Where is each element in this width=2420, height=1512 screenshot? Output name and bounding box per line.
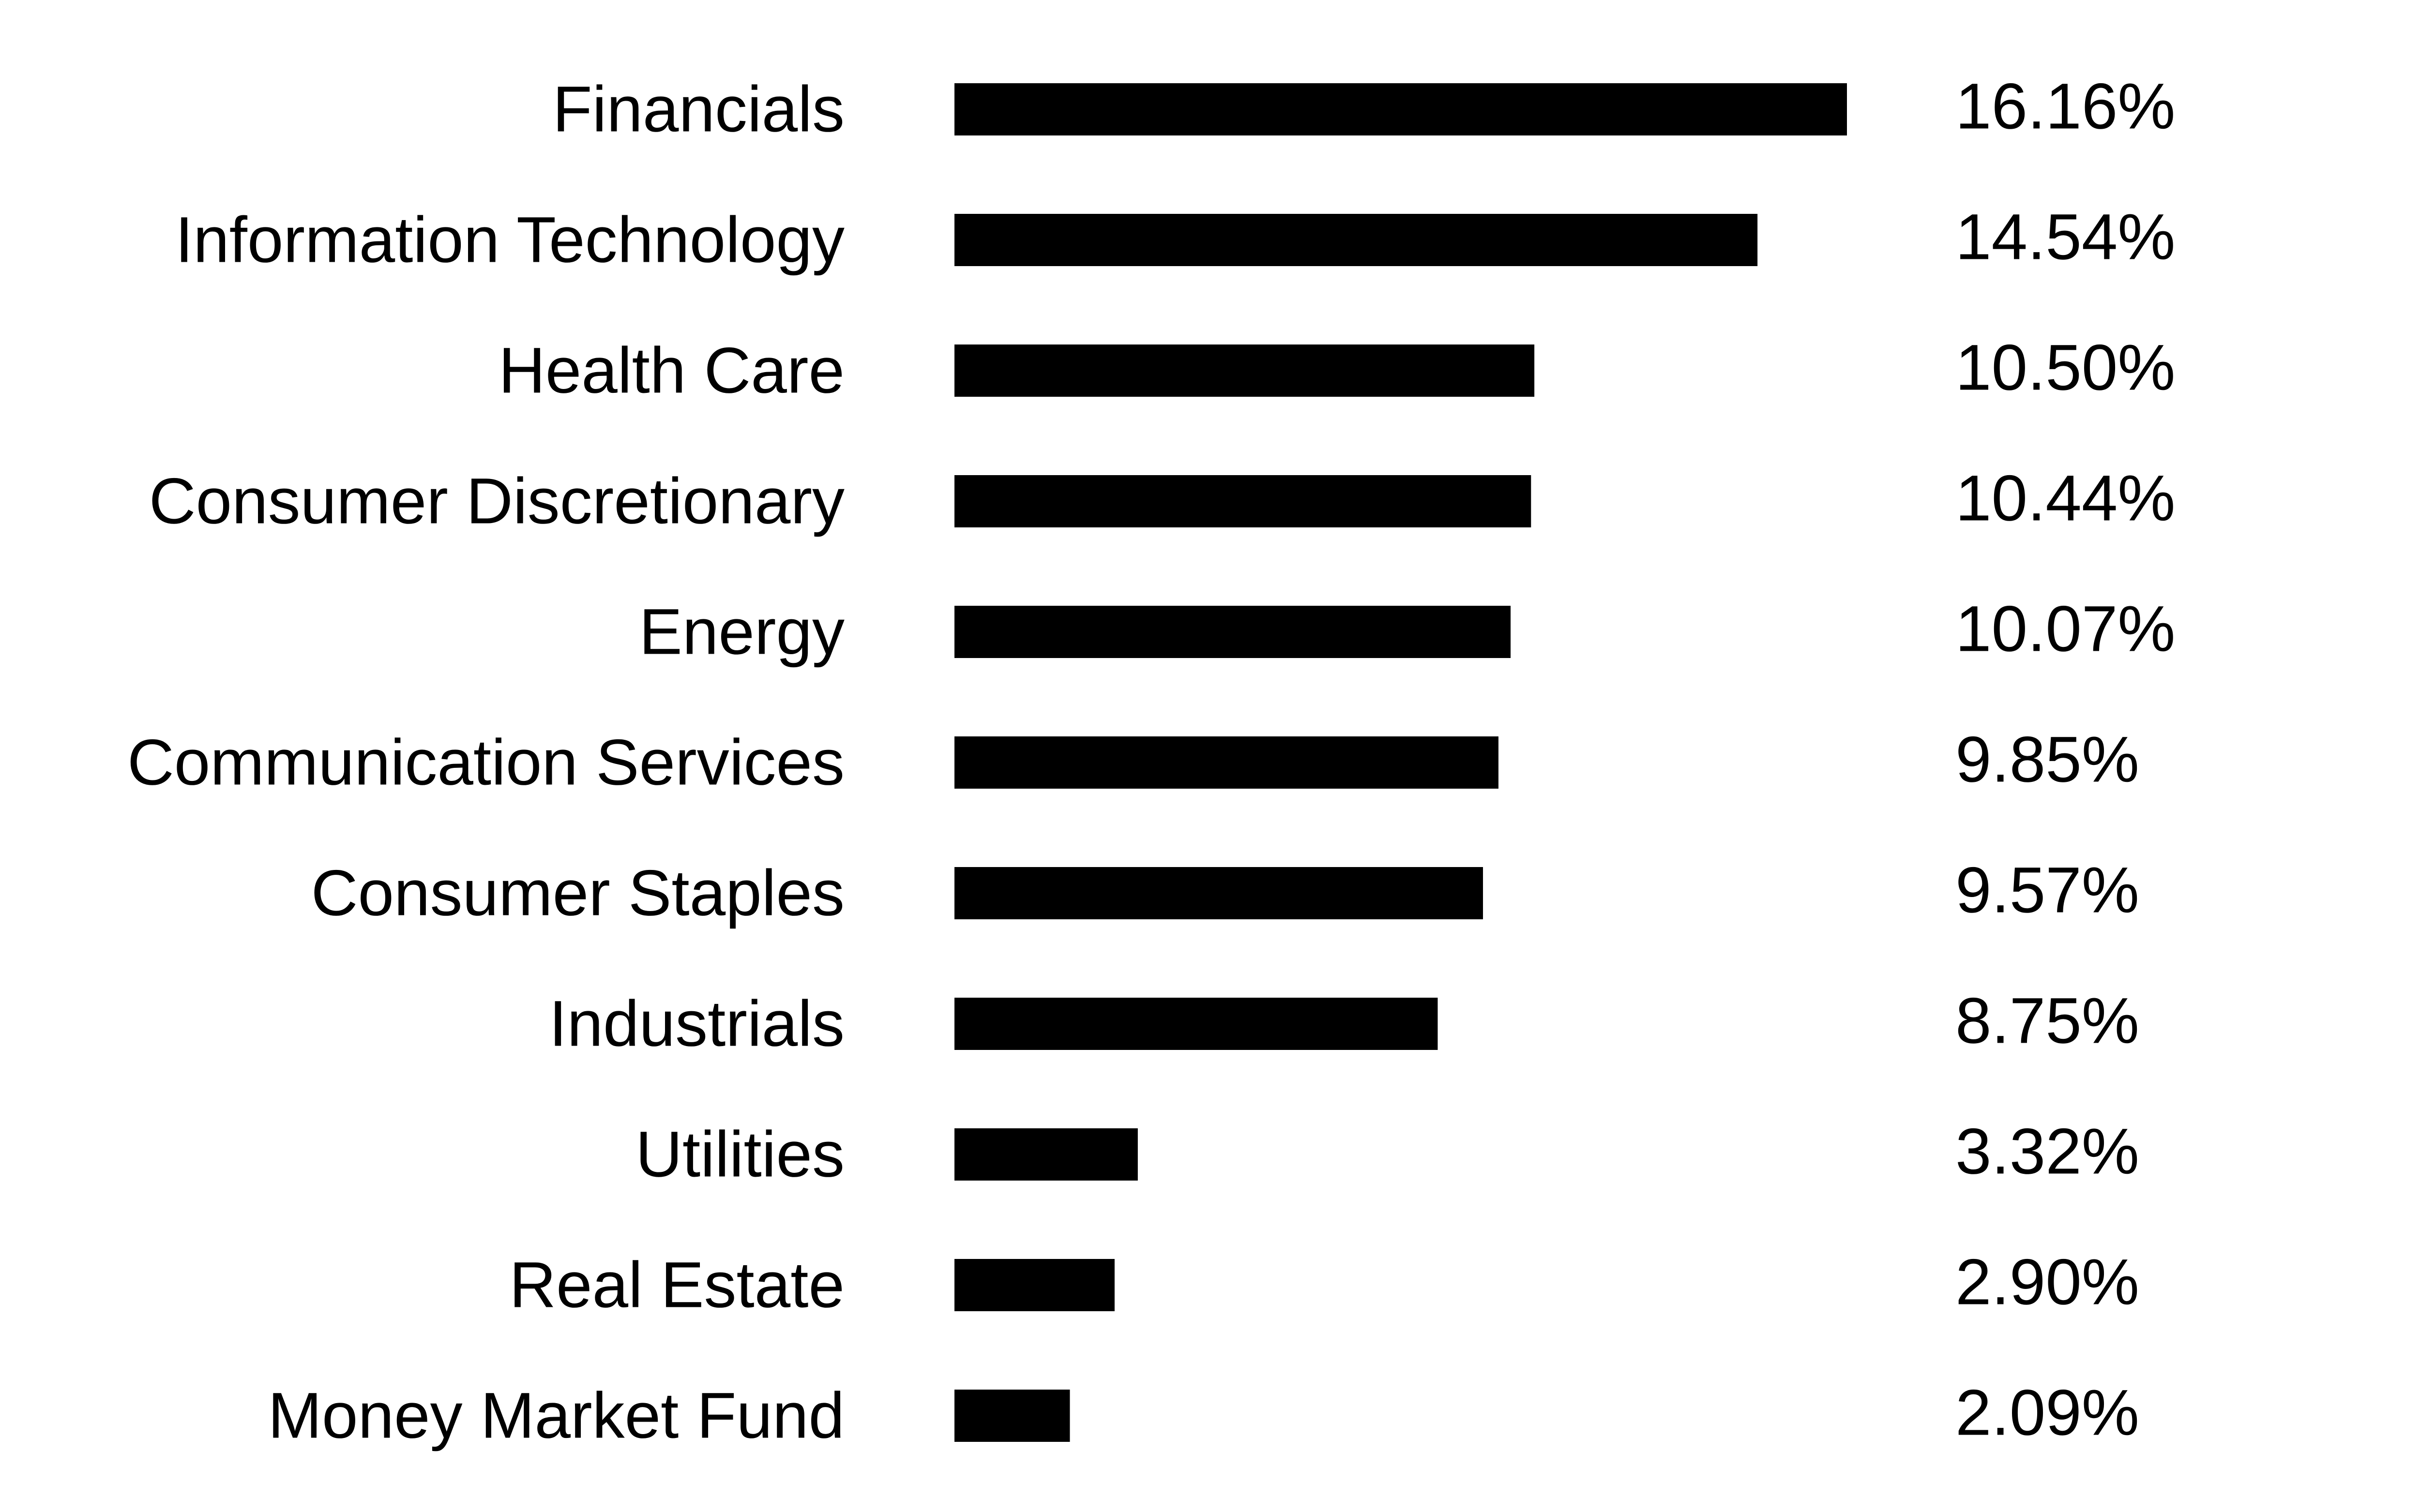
value-label-consumer-discretionary: 10.44%	[1955, 463, 2175, 535]
value-label-communication-services: 9.85%	[1955, 724, 2139, 796]
category-label-consumer-discretionary: Consumer Discretionary	[149, 465, 845, 538]
bar-energy	[954, 606, 1511, 658]
bar-money-market-fund	[954, 1390, 1070, 1442]
category-label-money-market-fund: Money Market Fund	[268, 1380, 845, 1452]
value-label-utilities: 3.32%	[1955, 1116, 2139, 1188]
value-label-information-technology: 14.54%	[1955, 201, 2175, 273]
value-label-consumer-staples: 9.57%	[1955, 854, 2139, 927]
bars	[954, 83, 1847, 1442]
category-label-health-care: Health Care	[499, 335, 845, 407]
bar-consumer-staples	[954, 867, 1483, 919]
category-labels: Financials Information Technology Health C…	[127, 74, 845, 1452]
category-label-real-estate: Real Estate	[509, 1249, 845, 1321]
value-label-financials: 16.16%	[1955, 71, 2175, 143]
category-label-communication-services: Communication Services	[127, 727, 845, 799]
bar-real-estate	[954, 1259, 1115, 1311]
bar-utilities	[954, 1128, 1138, 1181]
bar-financials	[954, 83, 1847, 135]
category-label-utilities: Utilities	[635, 1119, 845, 1191]
category-label-financials: Financials	[553, 74, 845, 146]
value-label-health-care: 10.50%	[1955, 332, 2175, 404]
value-label-money-market-fund: 2.09%	[1955, 1377, 2139, 1449]
value-labels: 16.16% 14.54% 10.50% 10.44% 10.07% 9.85% 9.57%…	[1955, 71, 2175, 1449]
category-label-energy: Energy	[639, 596, 845, 668]
category-label-consumer-staples: Consumer Staples	[311, 857, 845, 929]
bar-consumer-discretionary	[954, 475, 1531, 527]
bar-industrials	[954, 998, 1438, 1050]
value-label-energy: 10.07%	[1955, 593, 2175, 665]
value-label-industrials: 8.75%	[1955, 985, 2139, 1057]
value-label-real-estate: 2.90%	[1955, 1246, 2139, 1318]
bar-health-care	[954, 344, 1535, 397]
bar-communication-services	[954, 736, 1498, 789]
category-label-industrials: Industrials	[549, 988, 845, 1060]
category-label-information-technology: Information Technology	[175, 204, 845, 276]
bar-information-technology	[954, 214, 1758, 266]
